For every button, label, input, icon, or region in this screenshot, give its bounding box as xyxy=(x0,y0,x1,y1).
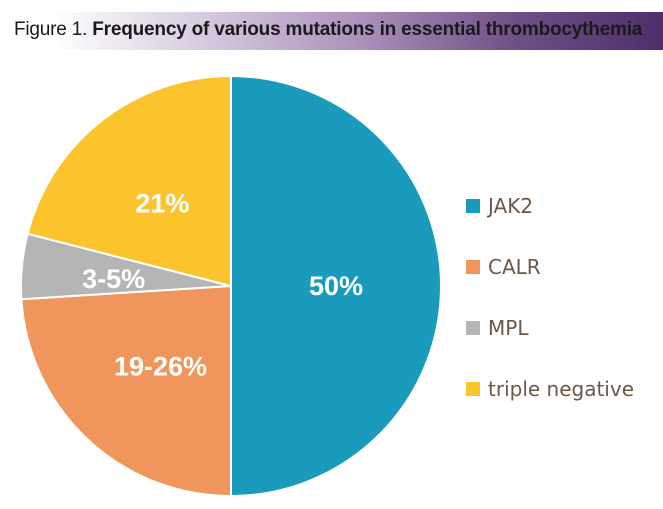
pie-slice-jak2 xyxy=(230,74,442,498)
pie-slice-labels: 50% 19-26% 3-5% 21% xyxy=(82,189,363,382)
pie-slices xyxy=(20,74,442,498)
legend-label-calr: CALR xyxy=(488,255,541,279)
pie-slice-triple-negative xyxy=(26,74,232,288)
legend-label-mpl: MPL xyxy=(488,316,529,340)
slice-label-jak2: 50% xyxy=(309,271,363,301)
legend-swatch-calr xyxy=(466,260,480,274)
legend-label-triple-negative: triple negative xyxy=(488,377,634,401)
figure-title: Frequency of various mutations in essent… xyxy=(92,19,643,40)
legend: JAK2 CALR MPL triple negative xyxy=(466,194,634,401)
pie-slice-calr xyxy=(20,284,232,498)
legend-swatch-mpl xyxy=(466,321,480,335)
title-banner xyxy=(0,12,663,50)
legend-label-jak2: JAK2 xyxy=(486,194,533,218)
slice-label-mpl: 3-5% xyxy=(82,264,145,294)
slice-label-triple-negative: 21% xyxy=(135,189,189,219)
slice-label-calr: 19-26% xyxy=(114,352,207,382)
legend-swatch-triple-negative xyxy=(466,382,480,396)
figure-number: Figure 1. xyxy=(14,19,88,40)
chart-title: Figure 1. Frequency of various mutations… xyxy=(14,19,642,41)
legend-swatch-jak2 xyxy=(466,199,480,213)
